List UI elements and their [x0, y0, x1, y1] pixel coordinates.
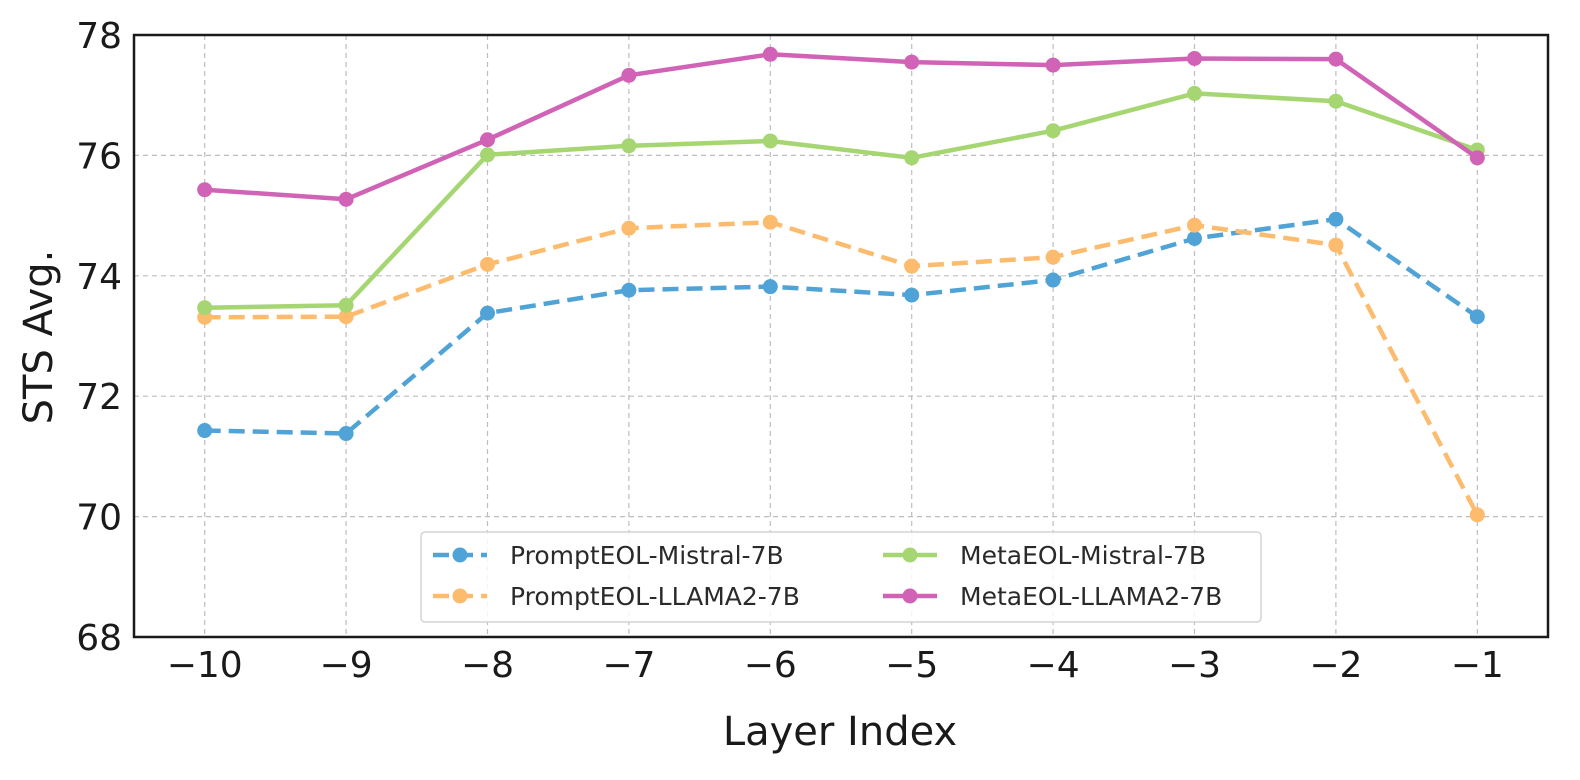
data-point	[762, 133, 778, 149]
y-axis-label: STS Avg.	[16, 250, 62, 425]
legend-swatch-marker	[902, 588, 918, 604]
legend-item: MetaEOL-LLAMA2-7B	[883, 582, 1222, 611]
legend: PromptEOL-Mistral-7B PromptEOL-LLAMA2-7B M…	[420, 531, 1262, 623]
x-tick-label: −5	[885, 645, 938, 686]
series-2	[197, 85, 1485, 316]
x-tick-label: −7	[602, 645, 655, 686]
x-tick-label: −6	[744, 645, 797, 686]
data-point	[621, 282, 637, 298]
x-tick-label: −10	[167, 645, 243, 686]
data-point	[480, 147, 495, 163]
data-point	[480, 256, 495, 272]
x-tick-label: −2	[1309, 645, 1362, 686]
legend-label: MetaEOL-LLAMA2-7B	[960, 582, 1222, 611]
legend-label: MetaEOL-Mistral-7B	[960, 541, 1206, 570]
legend-label: PromptEOL-Mistral-7B	[510, 541, 784, 570]
data-point	[1328, 211, 1344, 227]
x-tick-label: −8	[461, 645, 514, 686]
y-tick-label: 76	[76, 136, 122, 177]
series-line	[204, 91, 1479, 310]
data-point	[1328, 51, 1344, 67]
y-tick-label: 68	[76, 618, 122, 659]
data-point	[1187, 230, 1202, 246]
data-point	[338, 309, 354, 325]
data-point	[904, 150, 920, 166]
legend-item: MetaEOL-Mistral-7B	[883, 541, 1206, 570]
series-line	[204, 52, 1479, 202]
legend-swatch-marker	[452, 588, 468, 604]
data-point	[904, 287, 920, 303]
data-point	[762, 46, 778, 62]
data-point	[621, 67, 637, 83]
series-0	[197, 211, 1485, 442]
data-point	[338, 426, 354, 442]
data-point	[1469, 507, 1485, 523]
y-axis-ticks: 68 70 72 74 76 78	[76, 16, 122, 659]
data-point	[338, 297, 354, 313]
data-point	[338, 191, 354, 207]
data-point	[904, 54, 920, 70]
data-point	[1469, 309, 1485, 325]
x-axis-ticks: −10 −9 −8 −7 −6 −5 −4 −3 −2 −1	[167, 645, 1504, 686]
data-point	[480, 305, 495, 321]
data-point	[621, 220, 637, 236]
legend-item: PromptEOL-Mistral-7B	[433, 541, 784, 570]
data-point	[197, 300, 213, 316]
y-tick-label: 74	[76, 257, 122, 298]
x-axis-label: Layer Index	[723, 709, 957, 755]
data-point	[1328, 237, 1344, 253]
data-point	[197, 182, 213, 198]
y-tick-label: 78	[76, 16, 122, 57]
data-point	[1187, 85, 1202, 101]
series-1	[197, 214, 1485, 523]
plot-frame	[132, 33, 1550, 639]
data-point	[762, 279, 778, 295]
series-line	[204, 216, 1479, 436]
legend-box	[420, 531, 1262, 623]
data-point	[1328, 93, 1344, 109]
x-tick-label: −4	[1027, 645, 1080, 686]
data-point	[1045, 272, 1061, 288]
series-group	[197, 46, 1485, 523]
data-point	[621, 138, 637, 154]
data-point	[762, 214, 778, 230]
legend-label: PromptEOL-LLAMA2-7B	[510, 582, 800, 611]
data-point	[904, 258, 920, 274]
y-tick-label: 72	[76, 377, 122, 418]
data-point	[1045, 57, 1061, 73]
data-point	[480, 132, 495, 148]
data-point	[1045, 249, 1061, 265]
data-point	[1187, 50, 1202, 66]
legend-item: PromptEOL-LLAMA2-7B	[433, 582, 800, 611]
series-3	[197, 46, 1485, 207]
data-point	[1045, 123, 1061, 139]
x-tick-label: −9	[320, 645, 373, 686]
legend-swatch-marker	[902, 547, 918, 563]
legend-swatch-marker	[452, 547, 468, 563]
data-point	[197, 423, 213, 439]
data-point	[1187, 217, 1202, 233]
x-tick-label: −3	[1168, 645, 1221, 686]
y-tick-label: 70	[76, 498, 122, 539]
x-tick-label: −1	[1451, 645, 1504, 686]
data-point	[1469, 150, 1485, 166]
series-line	[204, 219, 1480, 516]
